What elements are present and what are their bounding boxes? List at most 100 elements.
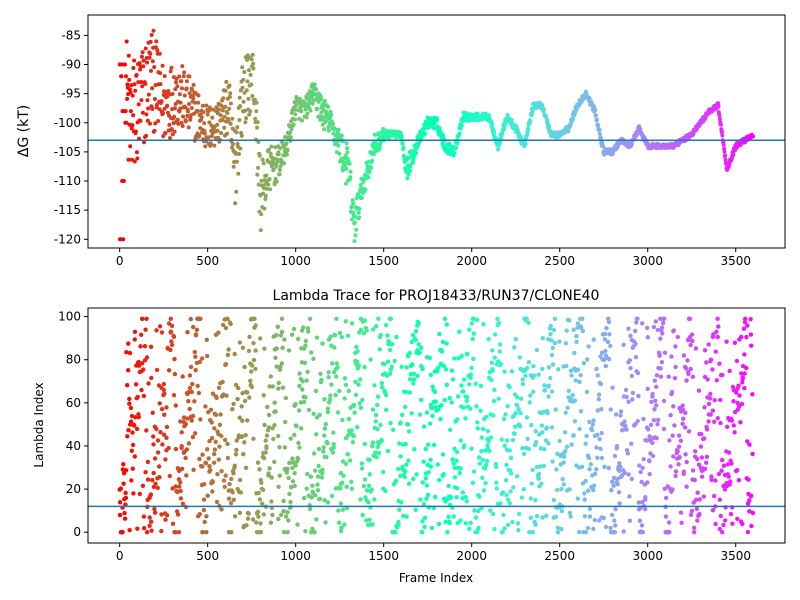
data-point: [240, 85, 245, 90]
data-point: [220, 379, 225, 385]
data-point: [370, 407, 376, 412]
data-point: [127, 528, 132, 533]
data-point: [550, 459, 555, 464]
data-point: [184, 86, 189, 91]
data-point: [433, 494, 438, 500]
data-point: [605, 339, 611, 345]
data-point: [406, 172, 411, 177]
data-point: [735, 468, 740, 473]
data-point: [261, 455, 267, 461]
data-point: [139, 332, 144, 337]
data-point: [315, 106, 320, 111]
data-point: [367, 168, 372, 173]
data-point: [143, 327, 148, 332]
data-point: [424, 410, 430, 415]
data-point: [610, 479, 615, 484]
data-point: [208, 141, 213, 146]
data-point: [223, 325, 229, 331]
data-point: [222, 114, 227, 119]
data-point: [162, 74, 167, 79]
data-point: [159, 512, 164, 517]
data-point: [264, 186, 269, 191]
data-point: [465, 352, 470, 357]
y-tick-label: -110: [54, 174, 81, 188]
data-point: [491, 413, 496, 418]
data-point: [397, 441, 402, 446]
data-point: [249, 384, 254, 390]
data-point: [362, 318, 368, 323]
data-point: [197, 359, 202, 365]
data-point: [143, 470, 148, 475]
data-point: [157, 51, 162, 56]
data-point: [274, 179, 279, 184]
data-point: [483, 414, 489, 420]
data-point: [193, 367, 198, 373]
data-point: [356, 382, 361, 387]
data-point: [300, 118, 304, 123]
data-point: [182, 93, 187, 98]
bottom-x-ticks: 0 500 1000 1500 2000 2500 3000 3500: [116, 543, 751, 563]
data-point: [587, 514, 593, 519]
data-point: [546, 383, 551, 388]
data-point: [428, 464, 434, 469]
data-point: [244, 116, 249, 121]
data-point: [288, 130, 293, 135]
data-point: [534, 347, 539, 353]
data-point: [548, 323, 553, 329]
data-point: [343, 319, 348, 324]
data-point: [283, 514, 289, 519]
data-point: [127, 350, 133, 356]
data-point: [128, 90, 133, 95]
data-point: [618, 413, 623, 418]
data-point: [186, 109, 190, 114]
data-point: [190, 381, 195, 387]
data-point: [510, 519, 515, 525]
data-point: [246, 68, 251, 73]
data-point: [266, 412, 272, 418]
data-point: [428, 372, 434, 378]
data-point: [320, 471, 325, 476]
data-point: [187, 385, 193, 391]
data-point: [351, 402, 357, 408]
data-point: [343, 436, 349, 441]
data-point: [251, 357, 257, 363]
data-point: [348, 175, 353, 180]
data-point: [274, 164, 279, 169]
data-point: [262, 346, 267, 351]
data-point: [744, 334, 749, 340]
data-point: [470, 336, 475, 342]
data-point: [285, 466, 290, 472]
data-point: [330, 361, 335, 366]
data-point: [357, 215, 362, 220]
y-tick-label: 80: [66, 353, 81, 367]
data-point: [144, 428, 149, 433]
data-point: [159, 99, 164, 104]
data-point: [148, 492, 154, 497]
data-point: [671, 404, 676, 409]
x-tick-label: 3000: [632, 254, 663, 268]
data-point: [288, 499, 293, 505]
data-point: [205, 112, 210, 117]
data-point: [505, 404, 510, 409]
data-point: [160, 442, 165, 447]
data-point: [242, 398, 248, 404]
data-point: [326, 128, 331, 133]
data-point: [739, 334, 744, 340]
data-point: [192, 431, 198, 436]
data-point: [707, 396, 713, 401]
data-point: [293, 117, 297, 122]
data-point: [315, 482, 320, 487]
data-point: [553, 407, 558, 412]
data-point: [475, 426, 480, 431]
data-point: [369, 165, 373, 170]
data-point: [658, 366, 663, 371]
data-point: [185, 330, 190, 335]
data-point: [702, 436, 707, 441]
data-point: [352, 239, 357, 244]
data-point: [633, 355, 639, 360]
data-point: [624, 394, 629, 400]
data-point: [343, 163, 347, 168]
data-point: [142, 140, 146, 145]
data-point: [124, 74, 128, 79]
data-point: [713, 478, 718, 483]
